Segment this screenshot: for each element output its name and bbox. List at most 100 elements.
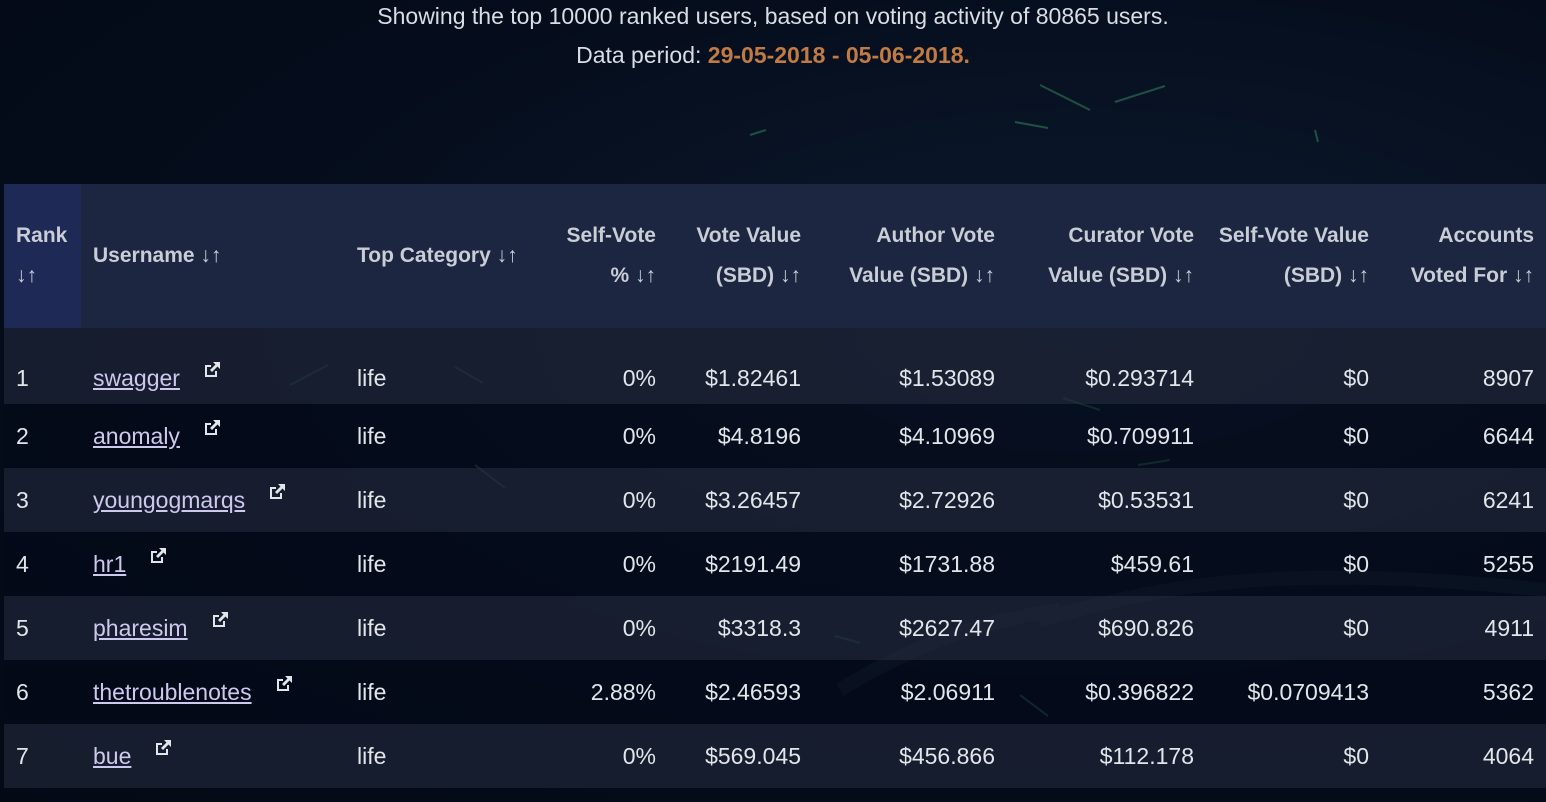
self-vote-pct-cell: 0%: [622, 550, 656, 577]
curator-vote-value-cell: $112.178: [1099, 742, 1194, 769]
username-link[interactable]: hr1: [93, 550, 127, 577]
external-link-icon[interactable]: [202, 417, 222, 444]
category-cell: life: [357, 614, 387, 641]
curator-vote-value-cell: $690.826: [1098, 614, 1194, 641]
table-row: 5 pharesim life 0% $3318.3 $2627.47 $690…: [4, 596, 1546, 660]
self-vote-pct-cell: 2.88%: [590, 678, 656, 705]
author-vote-value-cell: $1.53089: [899, 364, 995, 391]
author-vote-value-cell: $456.866: [899, 742, 995, 769]
username-link[interactable]: thetroublenotes: [93, 678, 252, 705]
rank-cell: 7: [16, 742, 29, 769]
data-period: Data period: 29-05-2018 - 05-06-2018.: [0, 42, 1546, 69]
rank-cell: 4: [16, 550, 29, 577]
data-period-range: 29-05-2018 - 05-06-2018.: [707, 42, 970, 68]
accounts-voted-for-cell: 8907: [1482, 364, 1534, 391]
vote-value-cell: $4.8196: [717, 422, 801, 449]
category-cell: life: [357, 364, 387, 391]
self-vote-value-cell: $0: [1343, 364, 1369, 391]
rank-cell: 6: [16, 678, 29, 705]
accounts-voted-for-cell: 5362: [1482, 678, 1534, 705]
category-cell: life: [357, 422, 387, 449]
rank-cell: 1: [16, 364, 29, 391]
username-cell: anomaly: [81, 404, 345, 468]
external-link-icon[interactable]: [153, 737, 173, 764]
sort-curator-vote-value-header[interactable]: Curator Vote Value (SBD) ↓↑: [1048, 224, 1194, 287]
curator-vote-value-cell: $0.396822: [1085, 678, 1194, 705]
self-vote-value-cell: $0.0709413: [1247, 678, 1369, 705]
self-vote-pct-cell: 0%: [622, 422, 656, 449]
username-link[interactable]: anomaly: [93, 422, 180, 449]
username-cell: swagger: [81, 328, 345, 404]
table-body: 1 swagger life 0% $1.82461 $1.53089 $0.2…: [4, 328, 1546, 788]
sort-author-vote-value-header[interactable]: Author Vote Value (SBD) ↓↑: [849, 224, 995, 287]
vote-value-cell: $1.82461: [705, 364, 801, 391]
table-row: 6 thetroublenotes life 2.88% $2.46593 $2…: [4, 660, 1546, 724]
vote-value-cell: $2191.49: [705, 550, 801, 577]
sort-rank-header[interactable]: Rank ↓↑: [4, 184, 81, 328]
author-vote-value-cell: $1731.88: [899, 550, 995, 577]
sort-self-vote-value-header[interactable]: Self-Vote Value (SBD) ↓↑: [1218, 224, 1369, 287]
vote-value-cell: $569.045: [705, 742, 801, 769]
accounts-voted-for-cell: 4911: [1484, 614, 1534, 641]
curator-vote-value-cell: $0.53531: [1098, 486, 1194, 513]
category-cell: life: [357, 678, 387, 705]
rank-cell: 5: [16, 614, 29, 641]
vote-value-cell: $3.26457: [705, 486, 801, 513]
category-cell: life: [357, 486, 387, 513]
sort-username-header[interactable]: Username ↓↑: [93, 244, 222, 267]
username-cell: bue: [81, 724, 345, 788]
rank-cell: 2: [16, 422, 29, 449]
data-period-label: Data period:: [576, 42, 702, 68]
summary-text: Showing the top 10000 ranked users, base…: [377, 3, 1169, 29]
accounts-voted-for-cell: 6241: [1482, 486, 1534, 513]
self-vote-value-cell: $0: [1343, 422, 1369, 449]
username-cell: hr1: [81, 532, 345, 596]
self-vote-value-cell: $0: [1343, 614, 1369, 641]
self-vote-value-cell: $0: [1343, 486, 1369, 513]
sort-self-vote-pct-header[interactable]: Self-Vote % ↓↑: [566, 224, 656, 287]
self-vote-value-cell: $0: [1343, 742, 1369, 769]
curator-vote-value-cell: $459.61: [1110, 550, 1194, 577]
accounts-voted-for-cell: 6644: [1482, 422, 1534, 449]
sort-accounts-voted-for-header[interactable]: Accounts Voted For ↓↑: [1410, 224, 1534, 287]
external-link-icon[interactable]: [210, 609, 230, 636]
table-header: Rank ↓↑ Username ↓↑ Top Category ↓↑ Self…: [4, 184, 1546, 328]
self-vote-pct-cell: 0%: [622, 742, 656, 769]
author-vote-value-cell: $4.10969: [899, 422, 995, 449]
external-link-icon[interactable]: [267, 481, 287, 508]
table-row: 2 anomaly life 0% $4.8196 $4.10969 $0.70…: [4, 404, 1546, 468]
username-link[interactable]: swagger: [93, 364, 180, 391]
username-link[interactable]: pharesim: [93, 614, 188, 641]
category-cell: life: [357, 742, 387, 769]
username-cell: youngogmarqs: [81, 468, 345, 532]
vote-value-cell: $3318.3: [717, 614, 801, 641]
self-vote-pct-cell: 0%: [622, 486, 656, 513]
external-link-icon[interactable]: [148, 545, 168, 572]
self-vote-pct-cell: 0%: [622, 364, 656, 391]
self-vote-value-cell: $0: [1343, 550, 1369, 577]
table-row: 3 youngogmarqs life 0% $3.26457 $2.72926…: [4, 468, 1546, 532]
external-link-icon[interactable]: [274, 673, 294, 700]
accounts-voted-for-cell: 5255: [1482, 550, 1534, 577]
curator-vote-value-cell: $0.293714: [1085, 364, 1194, 391]
accounts-voted-for-cell: 4064: [1482, 742, 1534, 769]
username-link[interactable]: bue: [93, 742, 132, 769]
category-cell: life: [357, 550, 387, 577]
sort-vote-value-header[interactable]: Vote Value (SBD) ↓↑: [696, 224, 801, 287]
ranking-table: Rank ↓↑ Username ↓↑ Top Category ↓↑ Self…: [4, 184, 1546, 788]
author-vote-value-cell: $2.72926: [899, 486, 995, 513]
curator-vote-value-cell: $0.709911: [1086, 422, 1194, 449]
username-cell: thetroublenotes: [81, 660, 345, 724]
rank-cell: 3: [16, 486, 29, 513]
table-row: 4 hr1 life 0% $2191.49 $1731.88 $459.61 …: [4, 532, 1546, 596]
username-cell: pharesim: [81, 596, 345, 660]
sort-top-category-header[interactable]: Top Category ↓↑: [357, 244, 518, 267]
table-row: 7 bue life 0% $569.045 $456.866 $112.178…: [4, 724, 1546, 788]
username-link[interactable]: youngogmarqs: [93, 486, 246, 513]
author-vote-value-cell: $2.06911: [900, 678, 995, 705]
self-vote-pct-cell: 0%: [622, 614, 656, 641]
author-vote-value-cell: $2627.47: [899, 614, 995, 641]
external-link-icon[interactable]: [202, 359, 222, 386]
table-row: 1 swagger life 0% $1.82461 $1.53089 $0.2…: [4, 328, 1546, 404]
vote-value-cell: $2.46593: [705, 678, 801, 705]
